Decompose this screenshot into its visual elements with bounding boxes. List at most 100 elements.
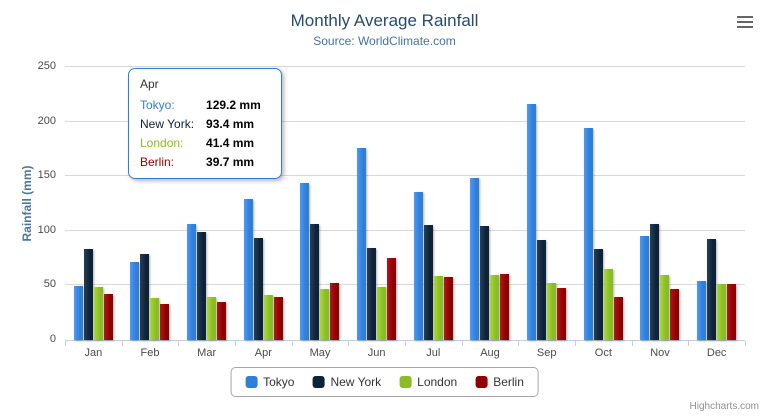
bar-berlin-mar[interactable] (217, 302, 227, 340)
gridline (65, 175, 745, 177)
bar-london-jan[interactable] (93, 287, 103, 340)
x-axis-tick (235, 341, 236, 346)
bar-tokyo-jan[interactable] (73, 286, 83, 340)
bar-london-dec[interactable] (717, 284, 727, 340)
tooltip-series-value: 129.2 mm (206, 98, 261, 112)
plot-area (65, 66, 745, 341)
tooltip-series-name: Tokyo: (140, 98, 175, 112)
bar-london-aug[interactable] (490, 275, 500, 340)
tooltip-series-value: 93.4 mm (206, 117, 255, 131)
bar-new-york-apr[interactable] (253, 238, 263, 340)
bar-berlin-jun[interactable] (387, 258, 397, 340)
y-axis-tick-label: 250 (37, 60, 56, 72)
bar-berlin-jul[interactable] (443, 277, 453, 340)
legend-item-new-york[interactable]: New York (312, 375, 381, 389)
x-axis-tick (745, 341, 746, 346)
bar-berlin-dec[interactable] (727, 284, 737, 340)
bar-london-apr[interactable] (263, 295, 273, 340)
x-axis-label: May (309, 347, 331, 359)
gridline (65, 229, 745, 231)
y-axis-tick-label: 200 (37, 114, 56, 127)
chart-subtitle: Source: WorldClimate.com (313, 34, 456, 48)
bar-new-york-jun[interactable] (367, 248, 377, 340)
bar-london-jul[interactable] (433, 276, 443, 340)
bar-group-jan (65, 67, 122, 340)
bar-tokyo-oct[interactable] (583, 128, 593, 340)
x-axis-tick (292, 341, 293, 346)
bar-new-york-nov[interactable] (650, 224, 660, 340)
legend-item-tokyo[interactable]: Tokyo (245, 375, 294, 389)
x-axis-label: Mar (197, 347, 217, 359)
bar-group-nov (632, 67, 689, 340)
bar-group-oct (575, 67, 632, 340)
bar-new-york-mar[interactable] (197, 232, 207, 340)
legend-label: Tokyo (263, 375, 295, 389)
bar-group-may (292, 67, 349, 340)
bar-new-york-jan[interactable] (83, 249, 93, 340)
bar-berlin-oct[interactable] (613, 297, 623, 340)
legend-item-london[interactable]: London (399, 375, 457, 389)
x-axis-tick (632, 341, 633, 346)
bar-new-york-feb[interactable] (140, 254, 150, 340)
legend-swatch (312, 376, 325, 388)
legend-swatch (475, 376, 488, 388)
bar-tokyo-mar[interactable] (187, 224, 197, 340)
bar-tokyo-may[interactable] (300, 183, 310, 340)
x-axis-label: Apr (254, 347, 272, 359)
tooltip-series-name: Berlin: (140, 155, 175, 169)
bar-berlin-apr[interactable] (273, 297, 283, 340)
tooltip-series-value: 41.4 mm (206, 136, 255, 150)
tooltip-header: Apr (140, 77, 159, 91)
bar-berlin-aug[interactable] (500, 274, 510, 340)
y-axis-tick-label: 50 (43, 278, 56, 291)
gridline (65, 284, 745, 286)
y-axis-tick-label: 150 (37, 169, 56, 182)
bar-tokyo-aug[interactable] (470, 178, 480, 340)
x-axis-tick (348, 341, 349, 346)
bar-london-feb[interactable] (150, 298, 160, 340)
legend-swatch (399, 376, 412, 388)
bar-tokyo-apr[interactable] (243, 199, 253, 340)
gridline (65, 66, 745, 67)
y-axis-title: Rainfall (mm) (20, 165, 34, 242)
context-menu-button[interactable] (734, 13, 756, 31)
bar-group-apr (235, 67, 292, 340)
bar-tokyo-jul[interactable] (413, 192, 423, 340)
x-axis-label: Sep (536, 347, 557, 359)
bar-london-jun[interactable] (377, 287, 387, 340)
bar-berlin-jan[interactable] (103, 294, 113, 340)
bar-london-nov[interactable] (660, 275, 670, 340)
credits-link[interactable]: Highcharts.com (689, 401, 759, 412)
tooltip: Apr Tokyo: 129.2 mm New York: 93.4 mm Lo… (128, 68, 282, 179)
bar-london-mar[interactable] (207, 297, 217, 340)
bar-new-york-sep[interactable] (537, 240, 547, 340)
bar-tokyo-jun[interactable] (357, 148, 367, 340)
tooltip-series-name: London: (140, 136, 184, 150)
x-axis-tick (178, 341, 179, 346)
x-axis-label: Jul (426, 347, 441, 359)
bar-tokyo-feb[interactable] (130, 262, 140, 340)
bar-new-york-dec[interactable] (707, 239, 717, 340)
x-axis-label: Oct (594, 347, 612, 359)
bar-new-york-jul[interactable] (423, 225, 433, 340)
bar-berlin-nov[interactable] (670, 289, 680, 340)
bar-new-york-may[interactable] (310, 224, 320, 340)
x-axis-label: Jan (84, 347, 103, 359)
legend-label: Berlin (493, 375, 524, 389)
bar-tokyo-dec[interactable] (697, 281, 707, 340)
bar-group-sep (518, 67, 575, 340)
bar-london-oct[interactable] (603, 269, 613, 340)
bar-new-york-aug[interactable] (480, 226, 490, 340)
bar-london-sep[interactable] (547, 283, 557, 340)
bar-london-may[interactable] (320, 289, 330, 340)
legend-item-berlin[interactable]: Berlin (475, 375, 524, 389)
hamburger-icon (737, 16, 753, 28)
bar-tokyo-nov[interactable] (640, 236, 650, 340)
bar-berlin-sep[interactable] (557, 288, 567, 340)
bar-berlin-may[interactable] (330, 283, 340, 340)
bar-group-mar (178, 67, 235, 340)
bar-new-york-oct[interactable] (593, 249, 603, 340)
bar-tokyo-sep[interactable] (527, 104, 537, 340)
bar-berlin-feb[interactable] (160, 304, 170, 340)
